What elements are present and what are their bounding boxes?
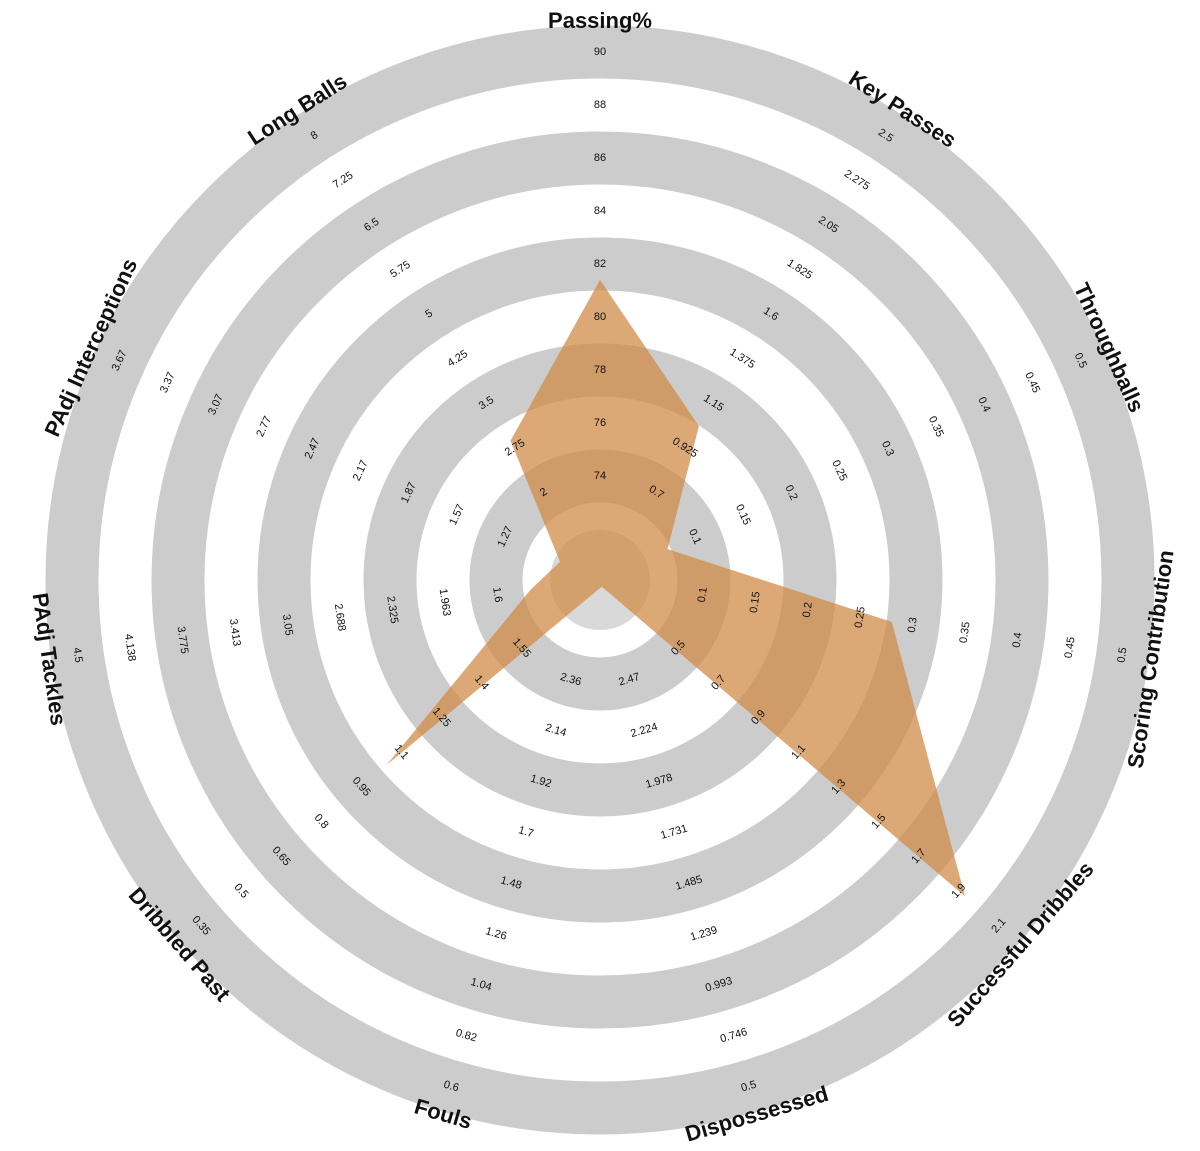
- tick-label: 2.224: [629, 721, 659, 740]
- tick-label: 1.375: [727, 346, 757, 371]
- tick-label: 2.14: [544, 722, 568, 740]
- tick-label: 2.325: [384, 595, 400, 624]
- tick-label: 0.4: [1011, 632, 1025, 649]
- tick-label: 90: [594, 46, 606, 58]
- tick-labels: 7476788082848688900.70.9251.151.3751.61.…: [70, 46, 1129, 1095]
- tick-label: 0.15: [733, 503, 753, 527]
- tick-label: 3.775: [174, 626, 190, 655]
- tick-label: 84: [594, 205, 606, 217]
- tick-label: 0.8: [312, 812, 331, 831]
- tick-label: 78: [594, 364, 606, 376]
- tick-label: 88: [594, 99, 606, 111]
- tick-label: 0.5: [1072, 351, 1089, 370]
- tick-label: 0.3: [906, 617, 920, 634]
- tick-label: 0.45: [1063, 636, 1078, 659]
- tick-label: 0.35: [958, 621, 973, 644]
- tick-label: 0.25: [829, 458, 849, 482]
- tick-label: 0.45: [1022, 370, 1042, 394]
- tick-label: 1.92: [529, 773, 553, 791]
- data-layer: [386, 279, 966, 897]
- tick-label: 0.3: [879, 439, 896, 458]
- tick-label: 1.731: [659, 823, 689, 842]
- axis-label: Passing%: [548, 8, 652, 33]
- ring-band: [151, 131, 1049, 1029]
- tick-label: 0.5: [1115, 647, 1129, 664]
- radar-area: [386, 279, 966, 897]
- tick-label: 0.5: [232, 881, 251, 900]
- tick-label: 2: [538, 486, 550, 499]
- tick-label: 5.75: [388, 259, 413, 281]
- tick-label: 2.77: [254, 414, 274, 438]
- tick-label: 1.7: [517, 824, 535, 840]
- tick-label: 2.47: [617, 671, 641, 689]
- tick-label: 1.04: [469, 976, 493, 994]
- tick-label: 2.688: [332, 603, 348, 632]
- tick-label: 0.35: [926, 414, 946, 438]
- tick-label: 3.413: [227, 618, 243, 647]
- tick-label: 74: [594, 470, 606, 482]
- tick-label: 2.17: [351, 458, 371, 482]
- tick-label: 0.746: [719, 1026, 749, 1045]
- tick-label: 7.25: [331, 169, 356, 191]
- tick-label: 5: [423, 307, 435, 320]
- tick-label: 0.1: [686, 527, 703, 546]
- ring-band: [257, 237, 943, 923]
- tick-label: 1.239: [689, 924, 719, 943]
- tick-label: 4.138: [122, 633, 138, 662]
- ring-band: [45, 25, 1155, 1135]
- tick-label: 0.6: [442, 1079, 460, 1095]
- tick-label: 1.26: [484, 925, 508, 943]
- tick-label: 82: [594, 258, 606, 270]
- tick-label: 3.37: [158, 370, 178, 394]
- tick-label: 1.48: [499, 874, 523, 892]
- tick-label: 4.25: [445, 348, 470, 370]
- tick-label: 8: [309, 129, 321, 142]
- tick-label: 0.4: [975, 395, 992, 414]
- tick-label: 3.05: [280, 614, 295, 637]
- tick-label: 86: [594, 152, 606, 164]
- tick-label: 4.5: [70, 647, 84, 664]
- tick-label: 1.6: [490, 586, 504, 603]
- tick-label: 0.82: [454, 1027, 478, 1045]
- tick-label: 76: [594, 417, 606, 429]
- tick-label: 80: [594, 311, 606, 323]
- tick-label: 0.2: [801, 601, 815, 618]
- tick-label: 1.963: [437, 588, 453, 617]
- tick-label: 0.25: [853, 606, 868, 629]
- tick-label: 0.5: [740, 1079, 758, 1095]
- tick-label: 1.825: [785, 257, 815, 282]
- tick-label: 1.57: [447, 503, 467, 527]
- tick-label: 2.36: [559, 671, 583, 689]
- tick-label: 0.15: [748, 591, 763, 614]
- tick-label: 0.2: [782, 483, 799, 502]
- tick-label: 0.1: [696, 586, 710, 603]
- tick-label: 2.275: [842, 168, 872, 193]
